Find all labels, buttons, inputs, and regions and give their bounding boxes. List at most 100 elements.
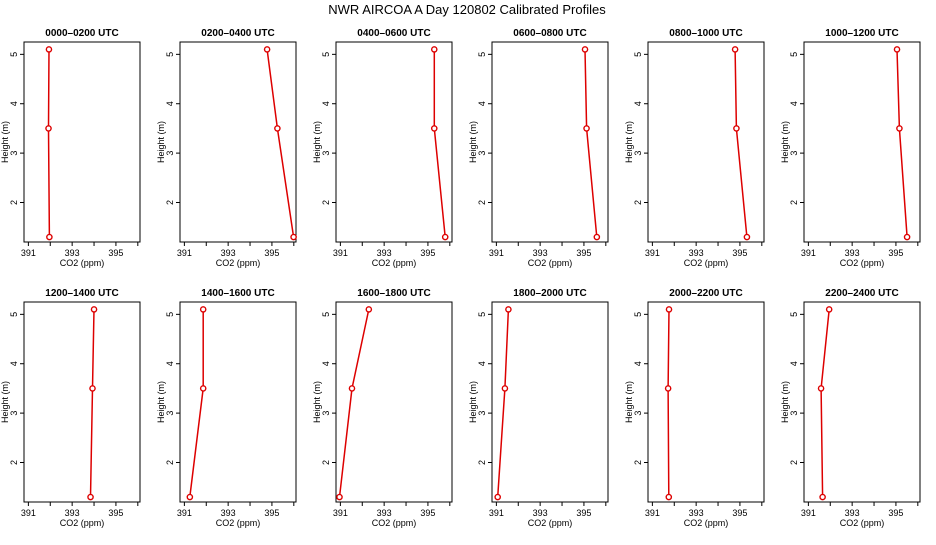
series-line (896, 49, 908, 238)
y-tick-label: 4 (633, 101, 643, 106)
plot-frame (179, 41, 297, 243)
data-point (825, 306, 833, 313)
series-line (47, 49, 51, 238)
x-tick-label: 391 (489, 248, 504, 258)
y-tick-label: 2 (321, 200, 331, 205)
data-point (89, 385, 96, 392)
y-axis-label: Height (m) (0, 381, 10, 423)
y-tick-label: 2 (321, 460, 331, 465)
x-tick-label: 393 (221, 248, 236, 258)
data-point (903, 233, 911, 241)
series-line (338, 309, 370, 498)
series-line (89, 309, 95, 498)
y-axis-label: Height (m) (156, 121, 166, 163)
y-axis-label: Height (m) (0, 121, 10, 163)
y-tick-label: 3 (321, 411, 331, 416)
y-axis-label: Height (m) (780, 121, 790, 163)
y-tick-label: 2 (477, 460, 487, 465)
data-point (186, 493, 194, 501)
data-point (494, 493, 501, 501)
x-tick-label: 391 (177, 508, 192, 518)
panel-title: 1600–1800 UTC (357, 288, 430, 299)
plot-frame (803, 41, 921, 243)
y-axis-label: Height (m) (468, 121, 478, 163)
x-tick-label: 393 (221, 508, 236, 518)
data-point (441, 233, 449, 241)
x-axis-label: CO2 (ppm) (216, 258, 261, 268)
data-point (743, 233, 751, 241)
panel: 1400–1600 UTC 391 393 395 2 3 4 5 CO2 (ppm) Heigh… (156, 288, 297, 528)
x-axis-label: CO2 (ppm) (528, 258, 573, 268)
data-point (46, 233, 53, 241)
y-tick-label: 4 (633, 361, 643, 366)
data-point (45, 46, 53, 53)
panel: 0000–0200 UTC 391 393 395 2 3 4 5 CO2 (ppm) Heigh… (0, 28, 141, 268)
data-point (665, 306, 673, 313)
y-tick-label: 4 (321, 361, 331, 366)
y-tick-label: 2 (9, 200, 19, 205)
panel: 1200–1400 UTC 391 393 395 2 3 4 5 CO2 (ppm) Heigh… (0, 288, 141, 528)
y-tick-label: 5 (165, 312, 175, 317)
panel: 2200–2400 UTC 391 393 395 2 3 4 5 CO2 (ppm) Heigh… (780, 288, 921, 528)
x-tick-label: 391 (645, 248, 660, 258)
data-point (505, 306, 512, 313)
x-axis-label: CO2 (ppm) (372, 518, 417, 528)
x-tick-label: 391 (645, 508, 660, 518)
y-tick-label: 3 (165, 151, 175, 156)
plot-frame (23, 41, 141, 243)
x-tick-label: 395 (732, 248, 747, 258)
y-tick-label: 3 (9, 151, 19, 156)
y-axis-label: Height (m) (624, 381, 634, 423)
x-tick-label: 391 (489, 508, 504, 518)
x-tick-label: 391 (21, 248, 36, 258)
x-tick-label: 393 (533, 248, 548, 258)
y-tick-label: 3 (477, 411, 487, 416)
x-axis-label: CO2 (ppm) (840, 258, 885, 268)
series-line (820, 309, 830, 498)
y-tick-label: 3 (789, 411, 799, 416)
data-point (348, 385, 356, 392)
x-tick-label: 393 (689, 248, 704, 258)
series-line (496, 309, 510, 498)
x-tick-label: 393 (65, 508, 80, 518)
data-point (896, 125, 903, 132)
data-point (45, 125, 52, 132)
plot-frame (491, 41, 609, 243)
plot-frame (335, 301, 453, 503)
x-tick-label: 391 (21, 508, 36, 518)
data-point (263, 46, 271, 53)
data-point (336, 493, 343, 501)
y-tick-label: 5 (165, 52, 175, 57)
x-tick-label: 391 (801, 508, 816, 518)
y-tick-label: 4 (9, 361, 19, 366)
x-axis-label: CO2 (ppm) (60, 258, 105, 268)
x-tick-label: 395 (264, 508, 279, 518)
y-axis-label: Height (m) (624, 121, 634, 163)
x-tick-label: 395 (576, 508, 591, 518)
panel: 1600–1800 UTC 391 393 395 2 3 4 5 CO2 (ppm) Heigh… (312, 288, 453, 528)
panel-title: 1200–1400 UTC (45, 288, 118, 299)
panel: 0200–0400 UTC 391 393 395 2 3 4 5 CO2 (ppm) Heigh… (156, 28, 297, 268)
x-axis-label: CO2 (ppm) (684, 518, 729, 528)
panel: 1800–2000 UTC 391 393 395 2 3 4 5 CO2 (ppm) Heigh… (468, 288, 609, 528)
panel-title: 0600–0800 UTC (513, 28, 586, 39)
x-tick-label: 391 (333, 508, 348, 518)
plot-frame (335, 41, 453, 243)
plot-frame (23, 301, 141, 503)
x-tick-label: 393 (689, 508, 704, 518)
y-tick-label: 3 (633, 151, 643, 156)
y-tick-label: 4 (321, 101, 331, 106)
x-tick-label: 395 (888, 248, 903, 258)
series-line (667, 309, 670, 498)
x-axis-label: CO2 (ppm) (372, 258, 417, 268)
panel: 0600–0800 UTC 391 393 395 2 3 4 5 CO2 (ppm) Heigh… (468, 28, 609, 268)
data-point (665, 493, 673, 501)
x-tick-label: 393 (845, 248, 860, 258)
plot-frame (179, 301, 297, 503)
panel: 0400–0600 UTC 391 393 395 2 3 4 5 CO2 (ppm) Heigh… (312, 28, 453, 268)
x-axis-label: CO2 (ppm) (216, 518, 261, 528)
data-point (583, 125, 590, 132)
data-point (365, 306, 373, 313)
